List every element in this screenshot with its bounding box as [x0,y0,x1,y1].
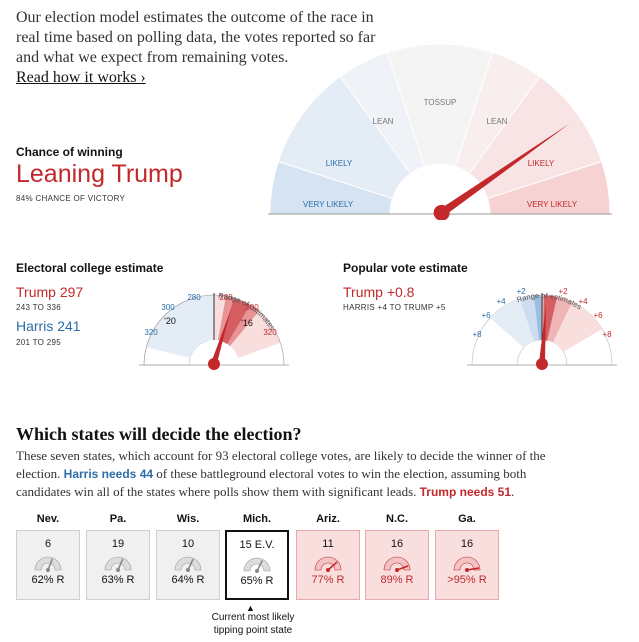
popular-label: Popular vote estimate [343,261,468,275]
state-pct: 89% R [380,574,414,586]
state-pct: 77% R [311,574,345,586]
ec-tick-300-left: 300 [161,303,175,312]
state-gauge-icon [383,556,411,572]
state-gauge-icon [104,556,132,572]
label-likely-left: LIKELY [326,159,353,168]
chance-needle [433,123,570,220]
state-gauge-icon [34,556,62,572]
tipping-point-label: Current most likely tipping point state [211,612,295,636]
state-pct: 63% R [101,574,135,586]
electoral-harris: Harris 241 [16,318,81,334]
state-gauge-icon [314,556,342,572]
intro-text: Our election model estimates the outcome… [16,8,376,88]
label-very-likely-left: VERY LIKELY [303,200,354,209]
label-tossup: TOSSUP [424,98,457,107]
state-card[interactable]: 6 62% R [16,530,80,600]
state-name: Mich. [242,513,272,525]
states-para-3: . [511,484,515,499]
state-pct: 64% R [171,574,205,586]
chance-value: Leaning Trump [16,160,183,188]
ec-tick-280-left: 280 [187,293,201,302]
state-card[interactable]: 19 63% R [86,530,150,600]
pv-tick-l8: +8 [472,330,482,339]
state-card[interactable]: 16 89% R [365,530,429,600]
intro-body: Our election model estimates the outcome… [16,9,376,66]
pv-tick-r4: +4 [578,297,588,306]
popular-range: HARRIS +4 TO TRUMP +5 [343,303,446,312]
electoral-trump: Trump 297 [16,284,84,300]
pv-tick-l4: +4 [496,297,506,306]
ec-tick-320-left: 320 [144,328,158,337]
pv-tick-r8: +8 [602,330,612,339]
state-name: Ga. [458,513,476,525]
ec-tick-300-right: 300 [245,303,259,312]
state-pct: 62% R [31,574,65,586]
state-ev: 16 [460,538,474,550]
label-very-likely-right: VERY LIKELY [527,200,578,209]
electoral-gauge: 320 300 280 280 300 320 '20 '16 Range of… [139,291,289,370]
state-ev: 10 [181,538,195,550]
label-likely-right: LIKELY [528,159,555,168]
state-gauge-icon [174,556,202,572]
states-title: Which states will decide the election? [16,424,302,444]
state-ev: 16 [390,538,404,550]
pv-tick-r2: +2 [558,287,568,296]
ec-needle [208,309,231,370]
read-how-it-works-link[interactable]: Read how it works › [16,69,146,86]
states-para-1: These seven states, which account for 93… [16,448,546,481]
state-pct: >95% R [447,574,487,586]
popular-gauge: +8 +6 +4 +2 +2 +4 +6 +8 Range of estimat… [467,287,617,370]
states-para-2: of these battleground electoral votes to… [16,466,527,499]
state-name: Wis. [176,513,200,525]
ec-tick-280-right: 280 [219,293,233,302]
electoral-harris-range: 201 TO 295 [16,338,61,347]
state-gauge-icon [243,557,271,573]
state-name: Nev. [36,513,60,525]
harris-needs: Harris needs 44 [63,467,154,481]
states-paragraph: These seven states, which account for 93… [16,447,576,501]
state-ev: 6 [44,538,52,550]
state-card[interactable]: 10 64% R [156,530,220,600]
chance-label: Chance of winning [16,145,123,159]
ec-marker-16: '16 [241,318,253,328]
pv-tick-l2: +2 [516,287,526,296]
state-name: N.C. [386,513,408,525]
state-gauge-icon [453,556,481,572]
chance-gauge: VERY LIKELY LIKELY LEAN TOSSUP LEAN LIKE… [268,43,612,220]
state-card[interactable]: 11 77% R [296,530,360,600]
state-pct: 65% R [240,575,274,587]
state-card[interactable]: 16 >95% R [435,530,499,600]
electoral-trump-range: 243 TO 336 [16,303,61,312]
pv-needle [536,305,548,370]
electoral-label: Electoral college estimate [16,261,164,275]
trump-needs: Trump needs 51 [419,485,512,499]
pv-tick-r6: +6 [593,311,603,320]
tipping-point-caret: ▲ [246,603,255,613]
pv-tick-l6: +6 [481,311,491,320]
chance-sub: 84% CHANCE OF VICTORY [16,194,126,203]
state-name: Ariz. [316,513,340,525]
state-card[interactable]: 15 E.V. 65% R [225,530,289,600]
state-ev: 11 [322,538,334,550]
popular-trump: Trump +0.8 [343,284,415,300]
state-ev: 19 [111,538,125,550]
state-name: Pa. [109,513,127,525]
state-ev: 15 E.V. [239,539,275,551]
ec-marker-20: '20 [164,316,176,326]
label-lean-right: LEAN [487,117,508,126]
ec-tick-320-right: 320 [263,328,277,337]
label-lean-left: LEAN [373,117,394,126]
